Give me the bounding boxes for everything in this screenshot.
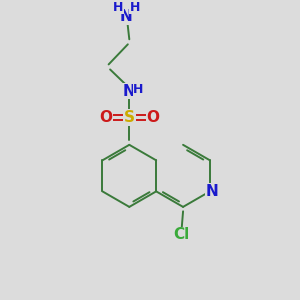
Text: H: H [113,1,123,13]
Text: H: H [133,83,143,96]
Text: O: O [99,110,112,125]
Text: Cl: Cl [173,227,190,242]
Text: N: N [123,83,136,98]
Text: S: S [124,110,135,125]
Text: N: N [120,9,133,24]
Text: O: O [146,110,160,125]
Text: H: H [129,1,140,13]
Text: N: N [206,184,219,199]
